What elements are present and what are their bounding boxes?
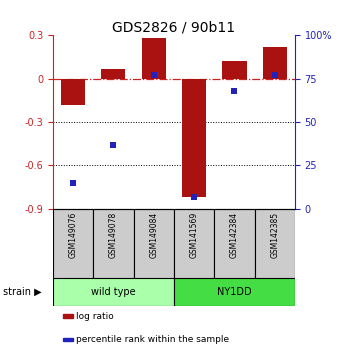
Bar xyxy=(263,47,287,79)
Bar xyxy=(222,61,247,79)
Bar xyxy=(214,209,255,278)
Text: GSM149084: GSM149084 xyxy=(149,211,158,258)
Bar xyxy=(62,314,73,318)
Bar xyxy=(174,209,214,278)
Bar xyxy=(53,278,174,306)
Text: percentile rank within the sample: percentile rank within the sample xyxy=(76,335,229,344)
Text: GSM142384: GSM142384 xyxy=(230,211,239,258)
Title: GDS2826 / 90b11: GDS2826 / 90b11 xyxy=(112,20,236,34)
Text: NY1DD: NY1DD xyxy=(217,287,252,297)
Text: GSM149076: GSM149076 xyxy=(69,211,77,258)
Bar xyxy=(61,79,85,105)
Bar xyxy=(62,338,73,341)
Text: strain ▶: strain ▶ xyxy=(3,287,42,297)
Bar xyxy=(142,38,166,79)
Bar xyxy=(134,209,174,278)
Bar xyxy=(53,209,93,278)
Text: log ratio: log ratio xyxy=(76,312,114,321)
Bar xyxy=(93,209,134,278)
Text: GSM141569: GSM141569 xyxy=(190,211,198,258)
Text: wild type: wild type xyxy=(91,287,136,297)
Text: GSM142385: GSM142385 xyxy=(270,211,279,258)
Bar xyxy=(182,79,206,197)
Bar xyxy=(174,278,295,306)
Text: GSM149078: GSM149078 xyxy=(109,211,118,258)
Bar xyxy=(255,209,295,278)
Bar xyxy=(101,69,125,79)
